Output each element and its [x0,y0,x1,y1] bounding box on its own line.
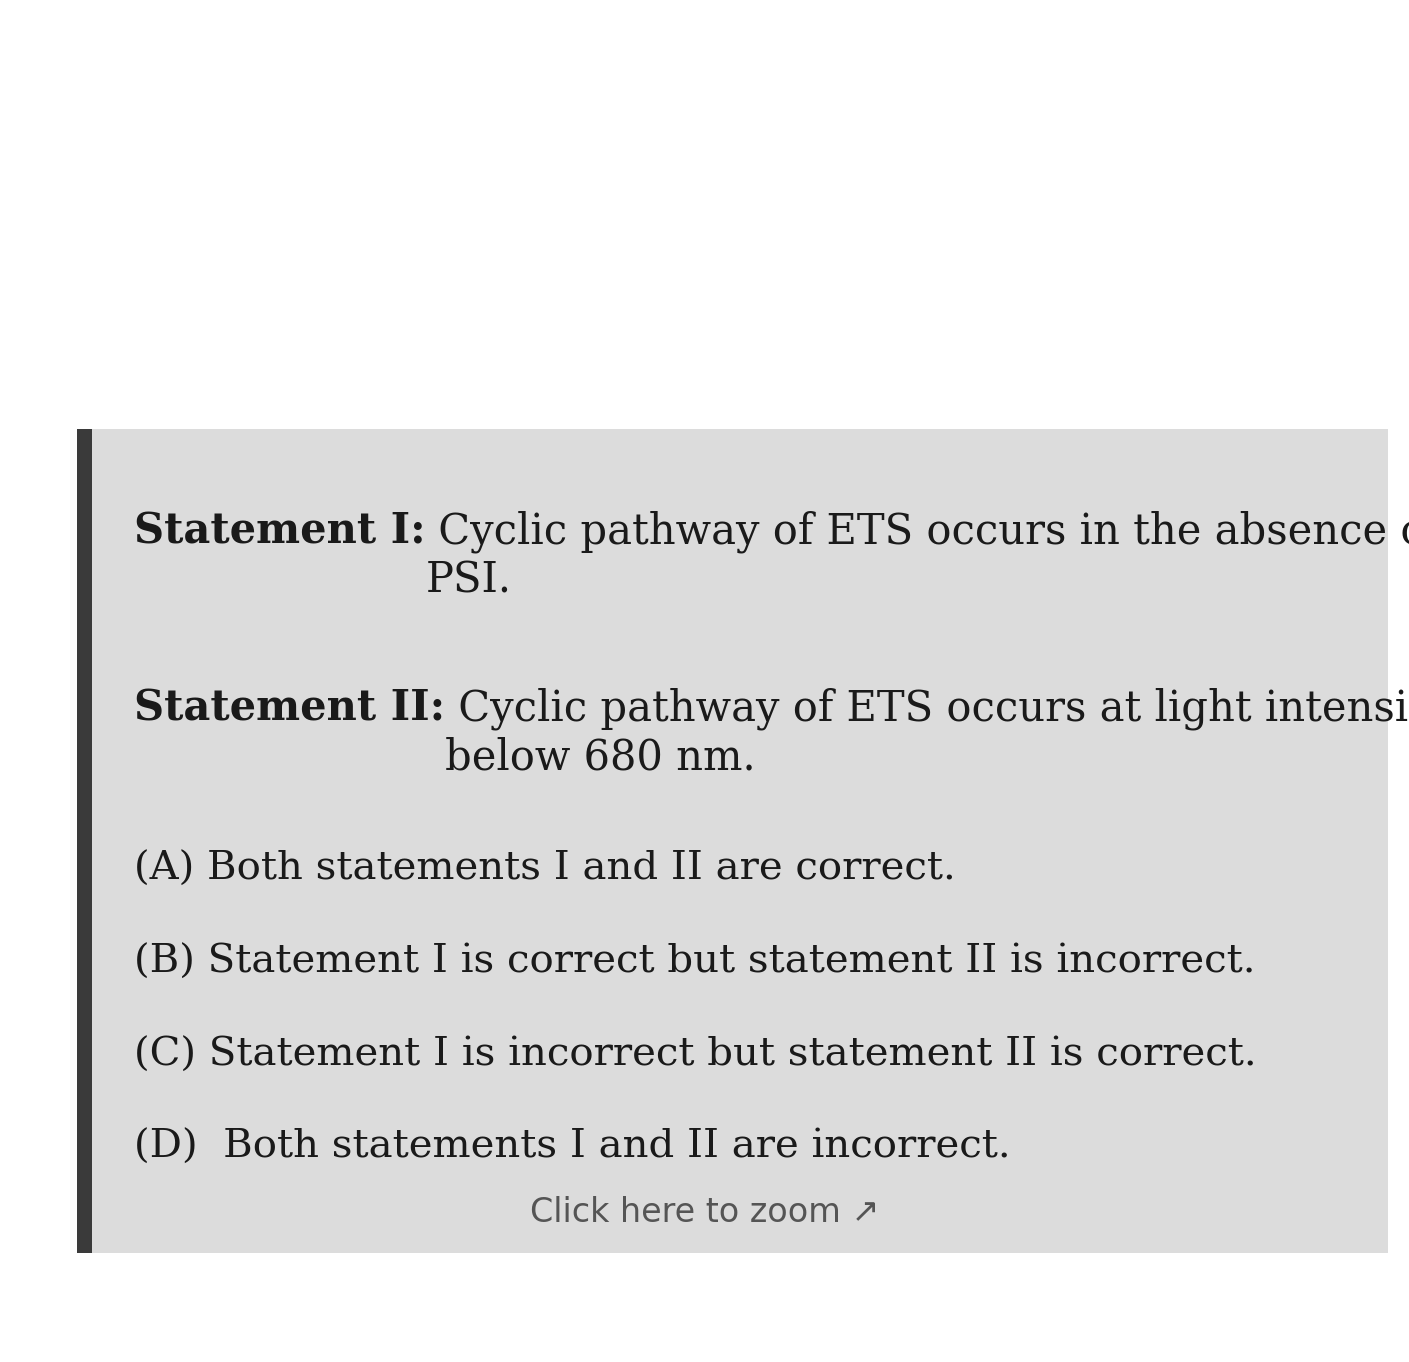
Text: Statement I:: Statement I: [134,511,426,553]
Text: (B) Statement I is correct but statement II is incorrect.: (B) Statement I is correct but statement… [134,944,1255,981]
Text: (A) Both statements I and II are correct.: (A) Both statements I and II are correct… [134,851,955,888]
Text: (C) Statement I is incorrect but statement II is correct.: (C) Statement I is incorrect but stateme… [134,1036,1257,1073]
Text: Click here to zoom ↗: Click here to zoom ↗ [530,1196,879,1229]
Text: Cyclic pathway of ETS occurs at light intensity
below 680 nm.: Cyclic pathway of ETS occurs at light in… [445,688,1409,779]
Bar [77,429,1388,1253]
Text: (D)  Both statements I and II are incorrect.: (D) Both statements I and II are incorre… [134,1129,1010,1166]
Text: Cyclic pathway of ETS occurs in the absence of
PSI.: Cyclic pathway of ETS occurs in the abse… [426,511,1409,602]
Text: Statement II:: Statement II: [134,688,445,730]
Bar [77,429,92,1253]
